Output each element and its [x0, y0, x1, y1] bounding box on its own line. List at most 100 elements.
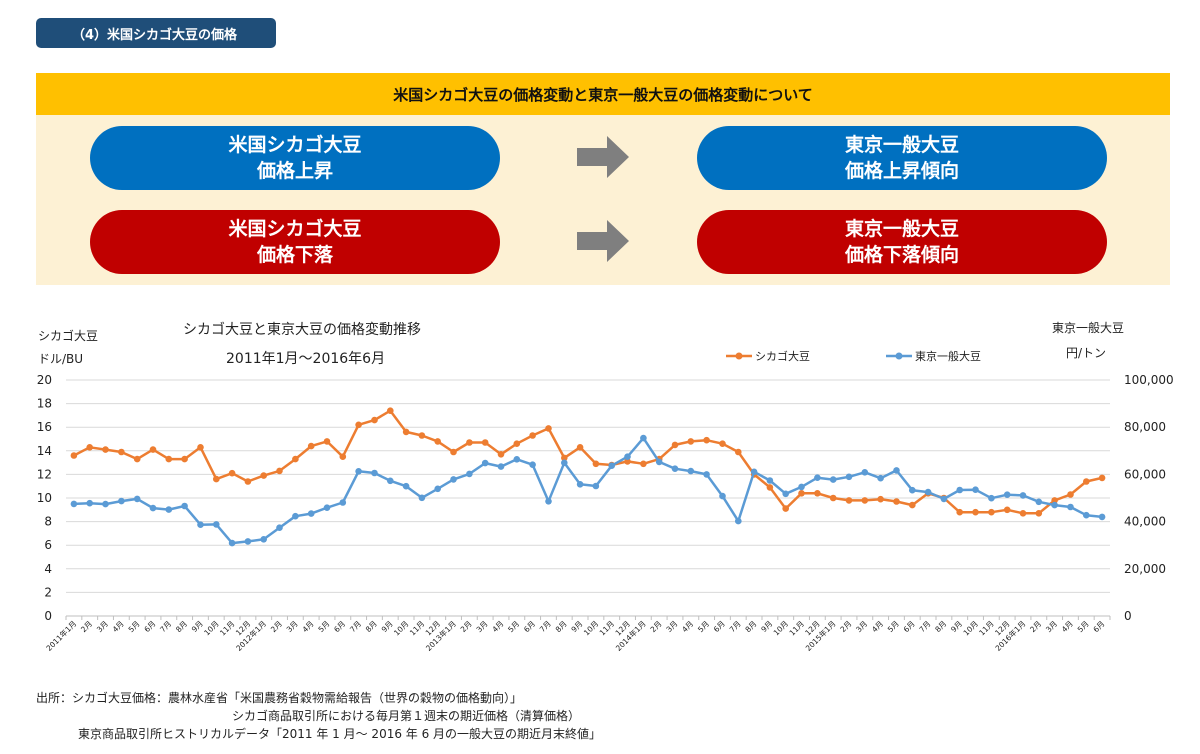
chicago-data-point — [323, 438, 331, 445]
x-tick-label: 3月 — [1044, 619, 1059, 634]
tokyo-data-point — [845, 473, 853, 481]
x-tick-label: 3月 — [475, 619, 490, 634]
chicago-data-point — [1019, 510, 1027, 517]
chicago-data-point — [1035, 510, 1043, 517]
y-left-tick-label: 16 — [37, 420, 52, 434]
tokyo-data-point — [402, 482, 410, 490]
y-right-tick-label: 20,000 — [1124, 562, 1166, 576]
y-left-tick-label: 14 — [37, 444, 52, 458]
tokyo-data-point — [988, 494, 995, 502]
y-left-tick-label: 4 — [44, 562, 52, 576]
tokyo-data-point — [1035, 498, 1043, 506]
tokyo-data-point — [1067, 503, 1074, 511]
chicago-data-point — [719, 440, 726, 447]
x-tick-label: 4月 — [490, 619, 505, 634]
y-left-tick-label: 2 — [44, 585, 52, 599]
tokyo-data-point — [339, 499, 347, 506]
y-left-tick-label: 20 — [37, 373, 52, 387]
x-tick-label: 10月 — [772, 619, 790, 637]
tokyo-data-point — [118, 497, 125, 505]
chicago-data-point — [640, 460, 647, 468]
chicago-data-point — [893, 498, 900, 505]
chicago-data-point — [845, 497, 853, 504]
chicago-data-point — [1051, 497, 1058, 504]
x-tick-label: 4月 — [301, 619, 316, 634]
box-line1: 米国シカゴ大豆 — [228, 218, 362, 240]
chicago-data-point — [703, 436, 710, 444]
right-axis-label-1: 東京一般大豆 — [1052, 320, 1124, 335]
tokyo-data-point — [545, 498, 552, 505]
x-tick-label: 4月 — [680, 619, 695, 634]
x-tick-label: 3月 — [95, 619, 110, 634]
tokyo-data-point — [497, 463, 505, 470]
x-tick-label: 8月 — [174, 619, 189, 634]
chicago-data-point — [339, 453, 347, 460]
tokyo-data-point — [893, 467, 900, 474]
tokyo-data-point — [387, 477, 394, 485]
tokyo-data-point — [481, 459, 489, 467]
tokyo-data-point — [576, 481, 584, 488]
chicago-data-point — [782, 505, 789, 512]
tokyo-data-point — [956, 486, 963, 494]
x-tick-label: 10月 — [962, 619, 980, 637]
tokyo-data-point — [529, 461, 536, 468]
box-line1: 東京一般大豆 — [844, 218, 959, 240]
tokyo-data-point — [798, 483, 805, 491]
chicago-data-point — [1003, 506, 1011, 514]
chicago-data-point — [592, 460, 600, 468]
tokyo-data-point — [292, 512, 299, 520]
chicago-data-point — [1067, 491, 1074, 498]
x-tick-label: 10月 — [202, 619, 220, 637]
tokyo-data-point — [355, 468, 362, 475]
chicago-fall-box: 米国シカゴ大豆 価格下落 — [90, 210, 500, 274]
tokyo-data-point — [592, 482, 600, 490]
y-right-tick-label: 80,000 — [1124, 420, 1166, 434]
tokyo-data-point — [782, 490, 789, 498]
x-tick-label: 4月 — [1060, 619, 1075, 634]
x-tick-label: 7月 — [538, 619, 553, 634]
y-left-tick-label: 10 — [37, 491, 52, 505]
chicago-data-point — [466, 439, 473, 446]
left-axis-label-2: ドル/BU — [38, 352, 83, 366]
tokyo-data-point — [877, 474, 884, 482]
tokyo-data-point — [86, 499, 93, 507]
price-line-chart: シカゴ大豆 ドル/BU シカゴ大豆と東京大豆の価格変動推移 2011年1月～20… — [37, 320, 1174, 653]
x-tick-label: 11月 — [598, 619, 616, 637]
tokyo-data-point — [750, 468, 758, 476]
x-tick-label: 2月 — [79, 619, 94, 634]
tokyo-data-point — [213, 521, 220, 528]
x-tick-label: 8月 — [743, 619, 758, 634]
chicago-data-point — [244, 478, 252, 485]
x-tick-label: 6月 — [332, 619, 347, 634]
y-right-tick-label: 40,000 — [1124, 515, 1166, 529]
x-tick-label: 11月 — [788, 619, 806, 637]
chicago-data-point — [671, 441, 679, 449]
tokyo-rise-box: 東京一般大豆 価格上昇傾向 — [697, 126, 1107, 190]
x-tick-label: 4月 — [111, 619, 126, 634]
tokyo-data-point — [1003, 491, 1011, 498]
chicago-data-point — [307, 442, 315, 450]
chicago-data-point — [687, 438, 695, 445]
chicago-data-point — [276, 467, 283, 475]
chicago-data-point — [260, 472, 268, 479]
left-axis-label-1: シカゴ大豆 — [38, 328, 98, 343]
chicago-data-point — [814, 490, 821, 497]
chicago-data-point — [988, 508, 995, 516]
tokyo-data-point — [434, 485, 442, 493]
tokyo-data-point — [671, 465, 679, 472]
source-line-3: 東京商品取引所ヒストリカルデータ「2011 年 1 月～ 2016 年 6 月の… — [78, 727, 602, 741]
y-left-tick-label: 12 — [37, 467, 52, 481]
tokyo-data-point — [1019, 492, 1027, 499]
legend: シカゴ大豆 東京一般大豆 — [726, 349, 981, 363]
x-tick-label: 7月 — [728, 619, 743, 634]
chicago-data-point — [434, 438, 442, 445]
tokyo-data-point — [861, 469, 869, 476]
section-tab: （4）米国シカゴ大豆の価格 — [36, 18, 276, 48]
tokyo-data-point — [1083, 511, 1090, 519]
tokyo-data-point — [371, 469, 378, 477]
chicago-data-point — [102, 446, 109, 453]
tokyo-data-point — [1051, 501, 1058, 509]
y-left-tick-label: 18 — [37, 397, 52, 411]
chicago-data-point — [545, 425, 552, 432]
tokyo-data-point — [624, 453, 631, 460]
